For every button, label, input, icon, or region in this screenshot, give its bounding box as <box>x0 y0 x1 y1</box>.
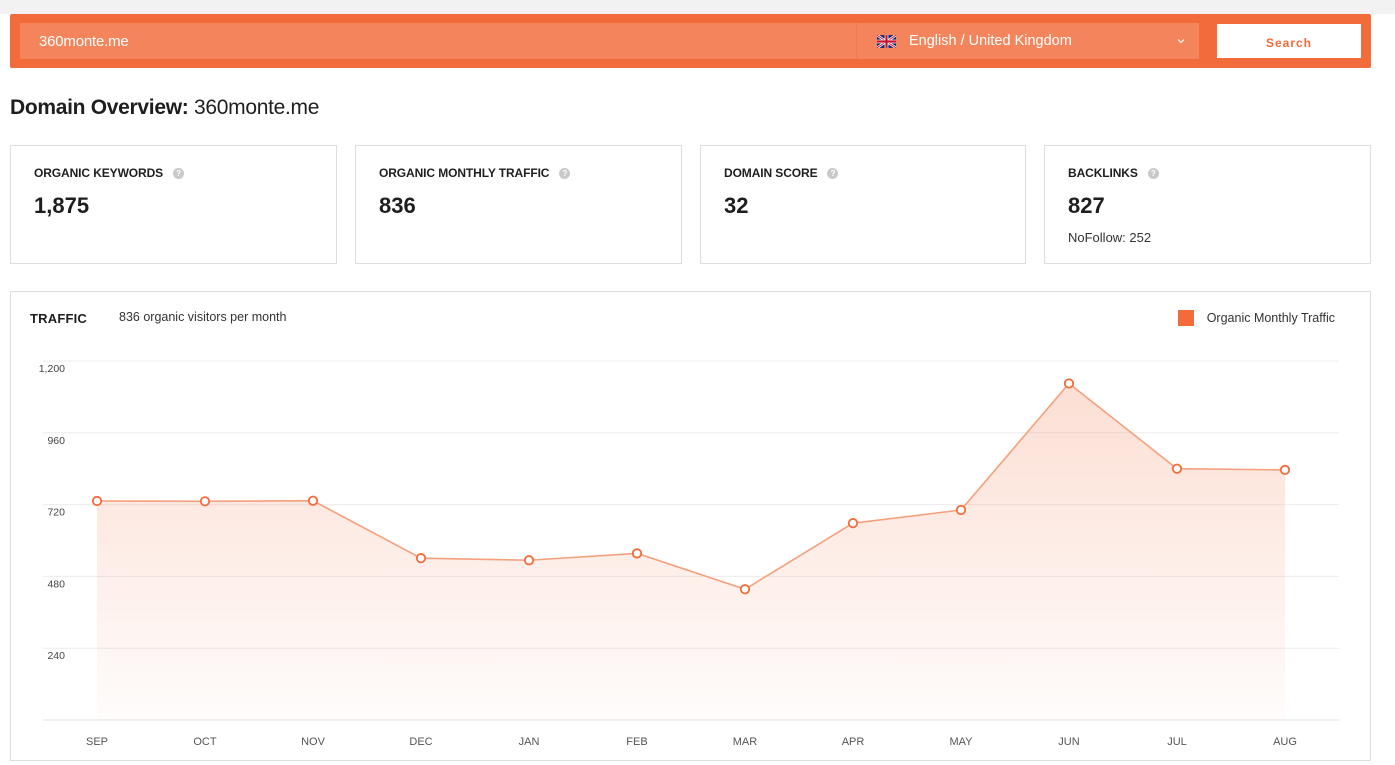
data-point <box>955 504 967 516</box>
card-domain-score: DOMAIN SCORE ? 32 <box>700 145 1026 264</box>
search-bar: English / United Kingdom Search <box>10 14 1371 68</box>
search-button[interactable]: Search <box>1217 24 1361 58</box>
data-point <box>91 495 103 507</box>
card-organic-keywords: ORGANIC KEYWORDS ? 1,875 <box>10 145 337 264</box>
data-point <box>415 553 427 564</box>
help-icon[interactable]: ? <box>1147 167 1159 179</box>
traffic-panel: TRAFFIC 836 organic visitors per month O… <box>10 291 1371 761</box>
y-tick-label: 480 <box>47 578 65 590</box>
card-value: 836 <box>379 193 416 218</box>
card-organic-monthly-traffic: ORGANIC MONTHLY TRAFFIC ? 836 <box>355 145 682 264</box>
card-title: DOMAIN SCORE <box>724 166 818 180</box>
card-title: ORGANIC KEYWORDS <box>34 166 164 180</box>
page-title: Domain Overview: 360monte.me <box>10 96 319 120</box>
x-tick-label: OCT <box>193 736 217 748</box>
card-value: 32 <box>724 193 749 218</box>
page-title-domain: 360monte.me <box>193 96 320 119</box>
data-point <box>1063 378 1075 389</box>
help-icon[interactable]: ? <box>559 167 571 179</box>
data-point <box>631 548 643 559</box>
x-tick-label: JAN <box>519 736 540 748</box>
y-tick-label: 1,200 <box>39 363 65 375</box>
data-point <box>307 495 319 506</box>
x-tick-label: APR <box>842 736 865 748</box>
y-tick-label: 720 <box>47 507 65 519</box>
chart-legend[interactable]: Organic Monthly Traffic <box>1177 310 1335 326</box>
language-select[interactable]: English / United Kingdom <box>856 23 1199 59</box>
top-strip <box>0 0 1395 14</box>
data-point <box>1279 464 1291 475</box>
x-tick-label: DEC <box>409 736 432 748</box>
data-point <box>739 584 751 595</box>
series-line <box>96 382 1286 591</box>
x-tick-label: MAY <box>949 736 973 748</box>
page-title-label: Domain Overview: <box>10 96 189 119</box>
domain-search-input[interactable] <box>20 23 856 59</box>
uk-flag-icon <box>877 34 896 48</box>
data-point <box>523 555 535 566</box>
card-title: ORGANIC MONTHLY TRAFFIC <box>379 166 550 180</box>
x-tick-label: MAR <box>733 736 758 748</box>
x-tick-label: SEP <box>86 736 108 748</box>
data-point <box>847 518 859 529</box>
x-tick-label: NOV <box>301 736 326 748</box>
x-tick-label: JUN <box>1058 736 1079 748</box>
data-point <box>199 496 211 507</box>
language-label: English / United Kingdom <box>909 33 1072 49</box>
card-title: BACKLINKS <box>1068 166 1138 180</box>
card-backlinks: BACKLINKS ? 827 NoFollow: 252 <box>1044 145 1371 264</box>
nofollow-count: NoFollow: 252 <box>1068 230 1152 245</box>
card-value: 1,875 <box>34 193 90 218</box>
help-icon[interactable]: ? <box>827 167 839 179</box>
series-area <box>97 383 1285 720</box>
legend-label: Organic Monthly Traffic <box>1206 311 1335 325</box>
traffic-chart: 1,200 960 720 480 240 SEP OCT NOV DEC JAN FEB MAR AP… <box>39 360 1339 748</box>
help-icon[interactable]: ? <box>173 167 185 179</box>
y-tick-label: 960 <box>47 435 65 447</box>
traffic-title: TRAFFIC <box>30 311 87 326</box>
x-tick-label: FEB <box>626 736 647 748</box>
chevron-down-icon <box>1177 39 1185 44</box>
card-value: 827 <box>1068 193 1105 218</box>
y-tick-label: 240 <box>47 650 65 662</box>
x-tick-label: AUG <box>1273 736 1297 748</box>
legend-swatch <box>1177 310 1194 326</box>
data-point <box>1171 463 1183 474</box>
x-tick-label: JUL <box>1167 736 1187 748</box>
traffic-subtitle: 836 organic visitors per month <box>119 310 287 324</box>
